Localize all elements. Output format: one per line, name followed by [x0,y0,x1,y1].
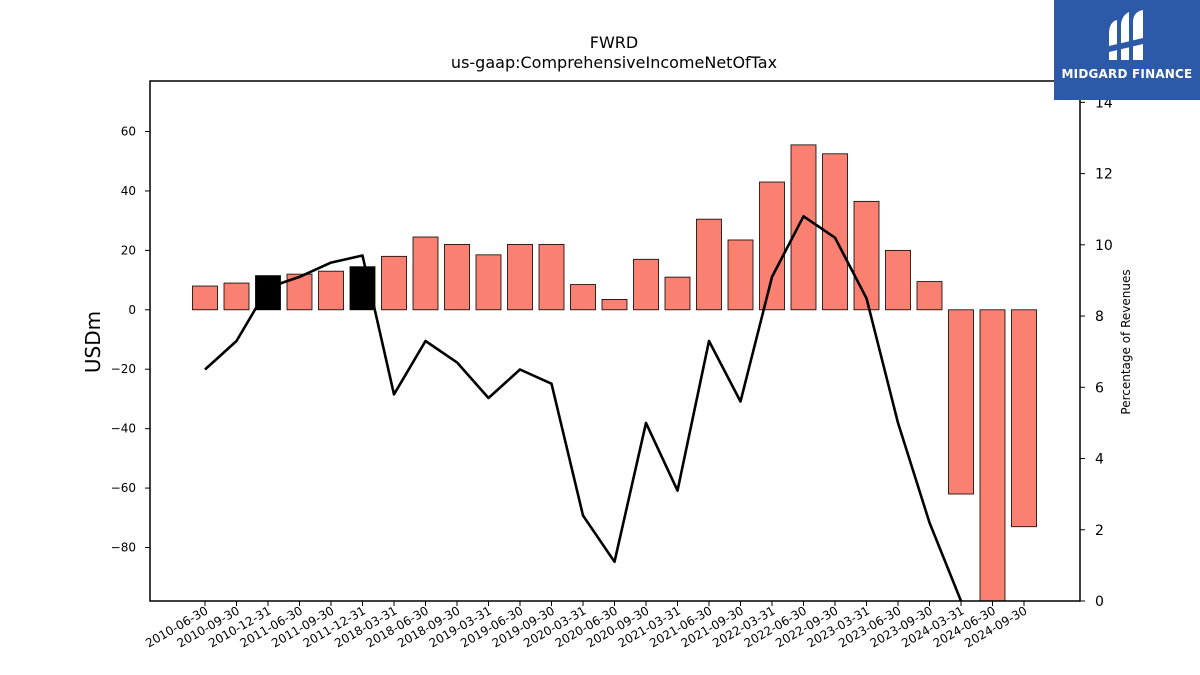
y-tick-label: 60 [121,125,136,139]
chart-subtitle: us-gaap:ComprehensiveIncomeNetOfTax [451,53,777,72]
chart-title: FWRD [590,33,638,52]
y-tick-label: −80 [111,541,136,555]
bar-2018-06-30 [412,236,439,311]
bar-2020-03-31 [570,284,596,311]
line-percentage-of-revenues [204,215,963,601]
bar-2019-09-30 [538,244,565,311]
bar-2010-09-30 [223,282,250,311]
bar-2010-06-30 [192,285,218,311]
y-tick-label: 0 [128,303,136,317]
bar-series [192,144,1037,601]
brand-logo: MIDGARD FINANCE [1054,0,1200,100]
logo-mark-icon [1109,10,1143,60]
bar-2019-06-30 [507,244,533,311]
bar-2022-06-30 [790,144,817,311]
bar-2021-06-30 [696,218,722,311]
y-tick-label: −60 [111,481,136,495]
y2-tick-label: 6 [1095,380,1104,396]
bar-2021-03-31 [664,276,691,311]
bar-2023-06-30 [885,249,911,311]
bar-2020-06-30 [601,298,628,311]
bar-2020-09-30 [633,258,659,311]
bar-2018-03-31 [381,255,407,311]
y2-tick-label: 0 [1095,594,1104,610]
y2-tick-label: 8 [1095,309,1104,325]
bar-2011-09-30 [318,270,344,311]
bar-2021-09-30 [727,239,754,311]
bar-2018-09-30 [444,244,470,311]
y2-tick-label: 12 [1095,167,1113,183]
y-axis-label: USDm [81,311,105,373]
y2-axis-label: Percentage of Revenues [1119,269,1133,414]
y-tick-label: 40 [121,184,136,198]
bar-2019-03-31 [475,254,502,311]
bar-2024-06-30 [979,309,1006,601]
bar-2023-09-30 [916,281,943,311]
bar-2024-03-31 [948,309,974,495]
bar-2023-03-31 [853,200,880,311]
y2-tick-label: 10 [1095,238,1113,254]
y-tick-label: −40 [111,422,136,436]
y-tick-label: 20 [121,243,136,257]
y-tick-label: −20 [111,362,136,376]
logo-text: MIDGARD FINANCE [1061,67,1193,81]
plot-frame [149,80,1081,602]
bar-2022-03-31 [759,181,785,311]
bar-2024-09-30 [1011,309,1037,528]
y2-tick-label: 2 [1095,523,1104,539]
y2-tick-label: 4 [1095,452,1104,468]
line-series [204,215,963,601]
